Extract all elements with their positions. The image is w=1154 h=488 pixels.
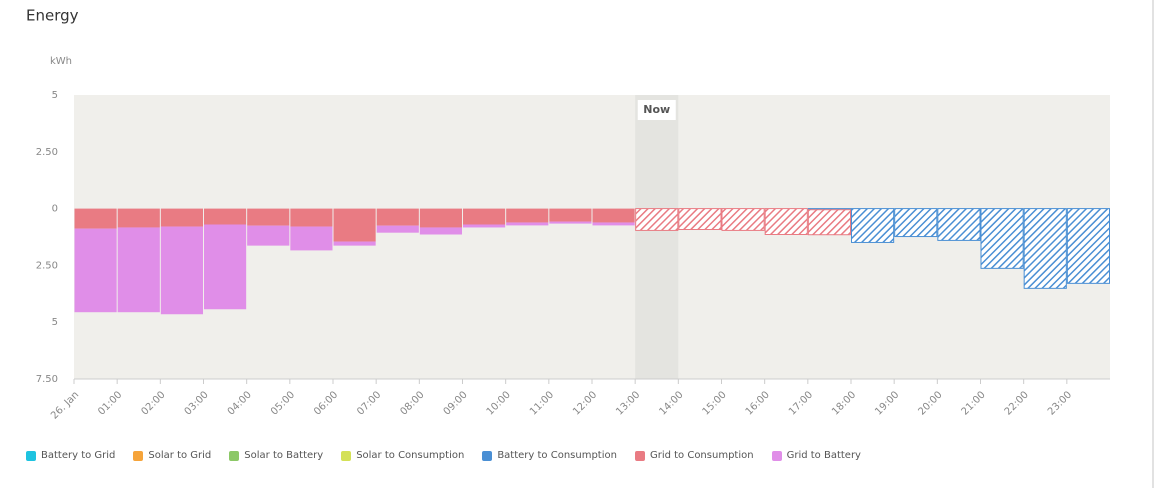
bar	[74, 208, 117, 229]
y-tick-label: 7.50	[36, 374, 58, 385]
bar	[160, 208, 203, 227]
legend-item[interactable]: Solar to Grid	[133, 450, 211, 461]
legend-item[interactable]: Grid to Battery	[771, 450, 861, 461]
legend-swatch	[771, 450, 782, 461]
legend-label: Solar to Grid	[148, 450, 212, 461]
x-tick-label: 19:00	[873, 389, 901, 417]
bar	[506, 208, 549, 223]
bar	[678, 208, 722, 231]
legend-label: Solar to Battery	[244, 450, 324, 461]
y-tick-label: 0	[52, 204, 58, 215]
x-tick-label: 07:00	[355, 389, 383, 417]
x-tick-label: 03:00	[183, 389, 211, 417]
legend-swatch	[133, 450, 144, 461]
bar	[1066, 208, 1111, 284]
bar	[290, 226, 333, 251]
bar	[807, 209, 851, 236]
bar	[74, 228, 117, 313]
bar	[463, 224, 506, 228]
legend-swatch	[26, 450, 36, 461]
x-tick-label: 16:00	[744, 389, 772, 417]
bar	[1023, 208, 1067, 289]
bar	[333, 208, 376, 242]
legend-item[interactable]: Solar to Battery	[229, 450, 323, 461]
bar	[117, 227, 160, 313]
legend-item[interactable]: Battery to Grid	[26, 450, 115, 461]
x-tick-label: 18:00	[830, 389, 858, 417]
x-tick-label: 23:00	[1046, 389, 1074, 417]
y-tick-label: 5	[52, 317, 58, 328]
bar	[592, 208, 635, 223]
bar	[549, 208, 592, 222]
bar	[247, 225, 290, 246]
x-tick-label: 04:00	[226, 389, 254, 417]
bar	[635, 208, 679, 231]
legend-item[interactable]: Battery to Consumption	[482, 450, 617, 461]
y-tick-label: 2.50	[36, 260, 58, 271]
x-tick-label: 05:00	[269, 389, 297, 417]
bar	[419, 227, 462, 235]
bar	[290, 208, 333, 227]
x-tick-label: 02:00	[139, 389, 167, 417]
x-tick-label: 15:00	[701, 389, 729, 417]
bar	[764, 208, 808, 236]
x-tick-label: 14:00	[657, 389, 685, 417]
x-tick-label: 08:00	[398, 389, 426, 417]
bar	[376, 225, 419, 233]
legend-swatch	[229, 450, 240, 461]
bar	[204, 208, 247, 225]
x-tick-label: 12:00	[571, 389, 599, 417]
x-tick-label: 09:00	[442, 389, 470, 417]
legend-item[interactable]: Solar to Consumption	[341, 450, 464, 461]
y-axis-label: kWh	[50, 56, 72, 67]
annotation: Now	[643, 103, 670, 116]
bar	[980, 208, 1024, 269]
bar	[549, 221, 592, 224]
x-tick-label: 11:00	[528, 389, 556, 417]
bar	[463, 208, 506, 225]
bar	[376, 208, 419, 226]
now-band	[635, 95, 679, 379]
x-tick-label: 06:00	[312, 389, 340, 417]
x-tick-label: 22:00	[1003, 389, 1031, 417]
bar	[204, 224, 247, 310]
y-tick-label: 2.50	[36, 147, 58, 158]
bar	[851, 208, 895, 243]
y-tick-label: 5	[52, 90, 58, 101]
x-tick-label: 13:00	[614, 389, 642, 417]
x-tick-label: 21:00	[960, 389, 988, 417]
legend-swatch	[482, 450, 493, 461]
bar	[506, 222, 549, 226]
legend-label: Grid to Consumption	[649, 450, 754, 461]
chart: Energy kWh 7.50 5 2.50 0 2.50 5 26. Jan 01:00 02…	[26, 7, 1111, 422]
bar	[333, 241, 376, 246]
bar	[247, 208, 290, 226]
legend-label: Battery to Grid	[41, 450, 116, 461]
x-tick-label: 01:00	[96, 389, 124, 417]
annotation-box	[637, 100, 676, 120]
chart-title: Energy	[26, 7, 79, 25]
bar	[592, 222, 635, 226]
x-tick-label: 26. Jan	[49, 389, 81, 421]
x-tick-label: 17:00	[787, 389, 815, 417]
legend-label: Battery to Consumption	[497, 450, 617, 461]
legend-label: Solar to Consumption	[356, 450, 465, 461]
legend-swatch	[634, 450, 645, 461]
x-tick-label: 20:00	[916, 389, 944, 417]
legend-label: Grid to Battery	[786, 450, 861, 461]
legend: Battery to Grid Solar to Grid Solar to Bat…	[26, 450, 861, 461]
x-tick-label: 10:00	[485, 389, 513, 417]
legend-item[interactable]: Grid to Consumption	[634, 450, 754, 461]
bar	[419, 208, 462, 228]
legend-swatch	[341, 450, 352, 461]
bar	[160, 226, 203, 315]
bar	[894, 208, 938, 238]
bar	[937, 208, 981, 241]
bar	[721, 208, 765, 231]
bar	[117, 208, 160, 228]
